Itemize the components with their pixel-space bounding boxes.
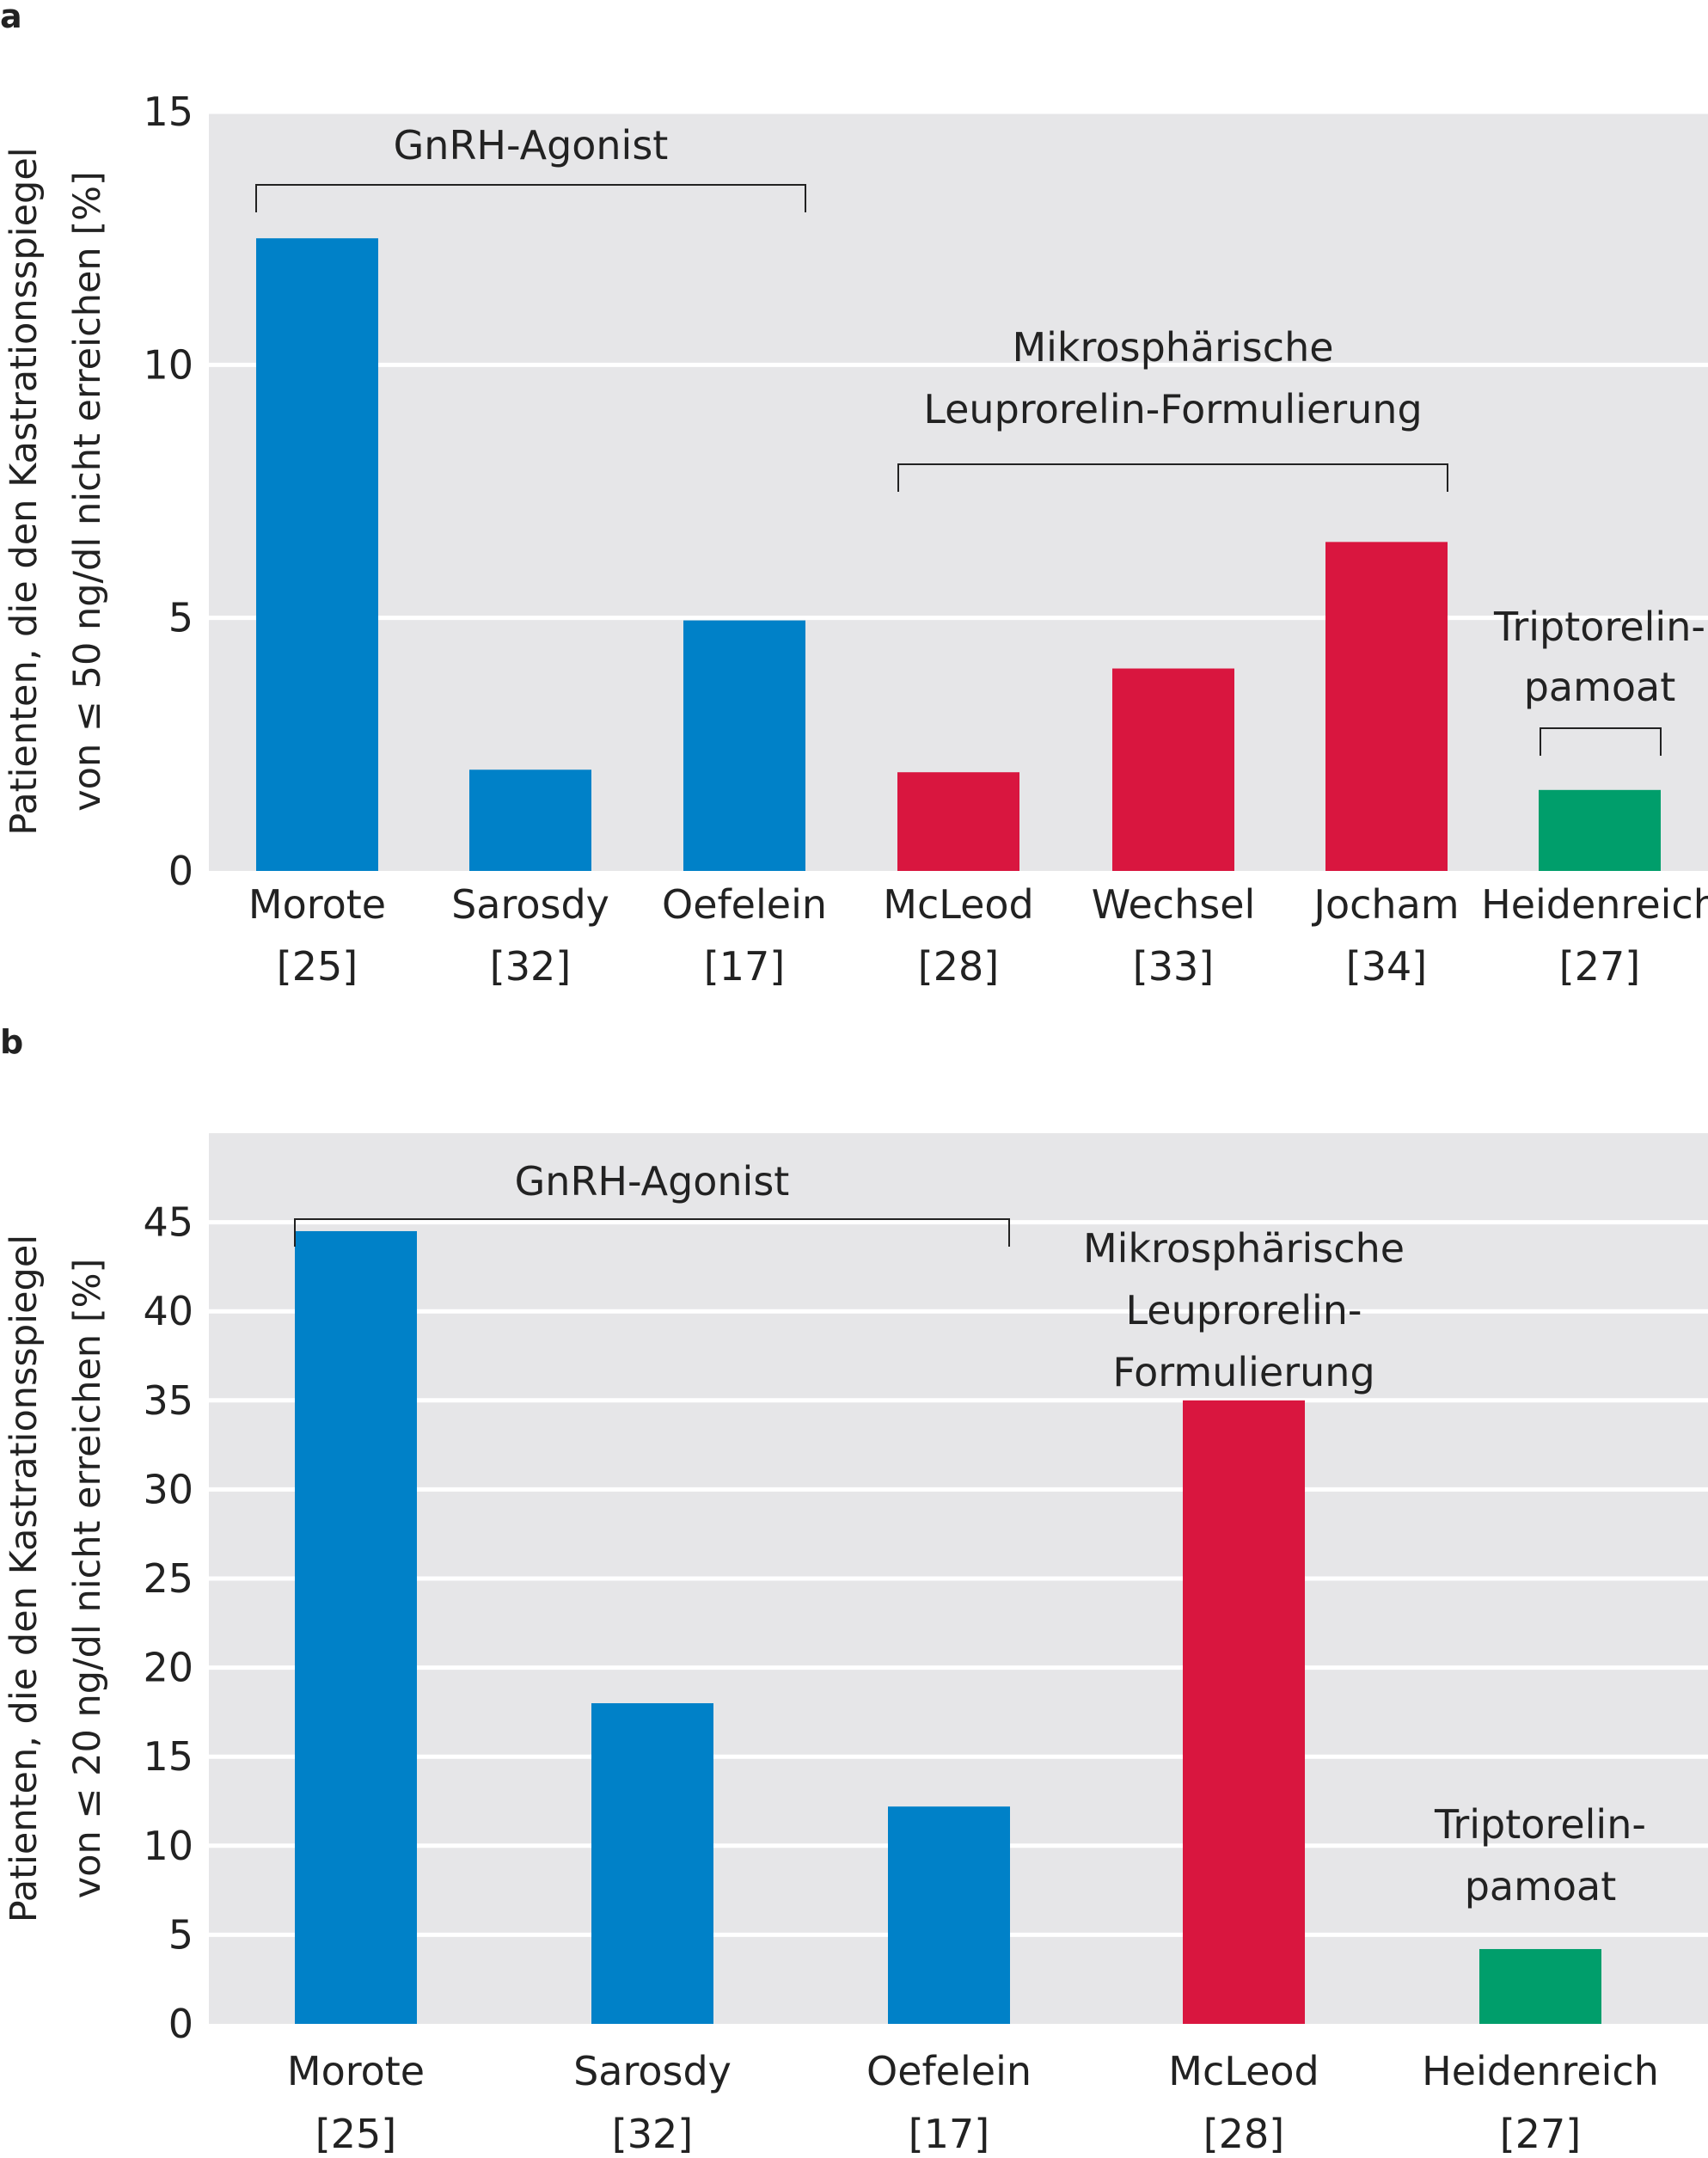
chart-b-x-category-label: Oefelein — [866, 2048, 1032, 2094]
chart-b-x-category-label: Sarosdy — [573, 2048, 732, 2094]
chart-b-bar-mcleod — [1183, 1400, 1305, 2024]
chart-a-group-label: Leuprorelin-Formulierung — [923, 386, 1422, 432]
chart-b-bar-sarosdy — [591, 1703, 713, 2024]
chart-a-y-tick-label: 5 — [168, 595, 193, 641]
chart-b-y-axis-label: Patienten, die den Kastrationsspiegel — [3, 1235, 46, 1922]
chart-b-y-tick-label: 40 — [143, 1288, 193, 1334]
chart-b-group-label: GnRH-Agonist — [515, 1158, 790, 1205]
chart-a-y-axis-label: von ≤ 50 ng/dl nicht erreichen [%] — [66, 171, 109, 812]
chart-b-x-category-ref: [32] — [612, 2111, 693, 2157]
panel-b-letter: b — [0, 1023, 23, 1061]
chart-a-bar-wechsel — [1112, 668, 1234, 871]
chart-a-plot-background — [209, 112, 1708, 871]
chart-b-y-tick-label: 25 — [143, 1555, 193, 1602]
chart-a-y-tick-label: 15 — [143, 89, 193, 135]
chart-a-x-category-ref: [34] — [1346, 943, 1427, 990]
chart-b-y-tick-label: 10 — [143, 1823, 193, 1869]
chart-a-y-tick-label: 10 — [143, 341, 193, 388]
chart-b-x-category-label: McLeod — [1168, 2048, 1319, 2094]
chart-a: 0 5 10 15 Morote [25] Sarosdy [32] Oefelein [17] M… — [3, 89, 1708, 990]
chart-a-x-category-ref: [33] — [1133, 943, 1214, 990]
chart-a-group-label: Mikrosphärische — [1012, 324, 1333, 371]
chart-b-x-category-label: Morote — [287, 2048, 425, 2094]
chart-b-y-tick-label: 20 — [143, 1645, 193, 1691]
chart-a-x-category-ref: [27] — [1559, 943, 1640, 990]
chart-b-x-category-label: Heidenreich — [1422, 2048, 1659, 2094]
chart-a-y-axis-label: Patienten, die den Kastrationsspiegel — [3, 147, 46, 835]
chart-b-group-bracket — [294, 1218, 1010, 1247]
chart-b-bar-morote — [295, 1230, 417, 2024]
chart-b-group-label: Formulierung — [1112, 1349, 1374, 1395]
chart-b-x-category-ref: [25] — [315, 2111, 396, 2157]
chart-b-y-axis-label: von ≤ 20 ng/dl nicht erreichen [%] — [66, 1259, 109, 1899]
chart-a-bar-morote — [256, 238, 378, 872]
chart-a-bar-mcleod — [897, 772, 1019, 871]
chart-a-y-tick-label: 0 — [168, 848, 193, 894]
chart-a-x-category-ref: [25] — [277, 943, 358, 990]
chart-b-bar-oefelein — [888, 1806, 1010, 2024]
chart-b-y-tick-label: 45 — [143, 1199, 193, 1246]
chart-b-bar-heidenreich — [1479, 1948, 1601, 2024]
chart-a-x-category-label: Heidenreich — [1481, 881, 1708, 928]
chart-a-group-bracket — [255, 184, 806, 212]
chart-a-bar-heidenreich — [1539, 789, 1661, 871]
chart-a-x-category-label: Sarosdy — [451, 881, 609, 928]
chart-a-bar-oefelein — [683, 620, 805, 871]
chart-b-x-category-ref: [27] — [1500, 2111, 1581, 2157]
panel-a-letter: a — [0, 0, 22, 35]
chart-b-group-label: pamoat — [1465, 1863, 1617, 1910]
chart-a-bar-sarosdy — [469, 769, 591, 871]
chart-b-y-tick-label: 35 — [143, 1377, 193, 1424]
chart-b: 0 5 10 15 20 25 30 35 40 45 Morote [25] Sarosdy [32] O… — [3, 1133, 1708, 2157]
chart-b-x-category-ref: [28] — [1203, 2111, 1284, 2157]
chart-a-x-category-label: Oefelein — [662, 881, 827, 928]
chart-a-x-category-label: McLeod — [883, 881, 1033, 928]
chart-b-x-category-ref: [17] — [909, 2111, 989, 2157]
chart-a-group-label: GnRH-Agonist — [394, 122, 669, 169]
chart-a-x-category-label: Morote — [248, 881, 386, 928]
chart-a-x-category-label: Jocham — [1311, 881, 1459, 928]
chart-b-group-label: Triptorelin- — [1434, 1801, 1646, 1848]
chart-a-x-category-ref: [28] — [918, 943, 999, 990]
chart-a-group-bracket — [897, 463, 1448, 492]
chart-a-group-label: pamoat — [1524, 664, 1676, 710]
chart-a-group-label: Triptorelin- — [1493, 604, 1705, 650]
chart-b-y-tick-label: 5 — [168, 1911, 193, 1958]
chart-b-y-tick-label: 30 — [143, 1466, 193, 1512]
chart-b-group-label: Leuprorelin- — [1125, 1287, 1362, 1333]
chart-a-group-bracket — [1540, 727, 1662, 756]
chart-b-y-tick-label: 15 — [143, 1733, 193, 1780]
chart-a-x-category-label: Wechsel — [1092, 881, 1256, 928]
chart-a-x-category-ref: [17] — [704, 943, 785, 990]
chart-b-y-tick-label: 0 — [168, 2001, 193, 2047]
chart-a-bar-jocham — [1325, 542, 1448, 871]
chart-b-group-label: Mikrosphärische — [1083, 1225, 1405, 1272]
chart-a-x-category-ref: [32] — [490, 943, 571, 990]
